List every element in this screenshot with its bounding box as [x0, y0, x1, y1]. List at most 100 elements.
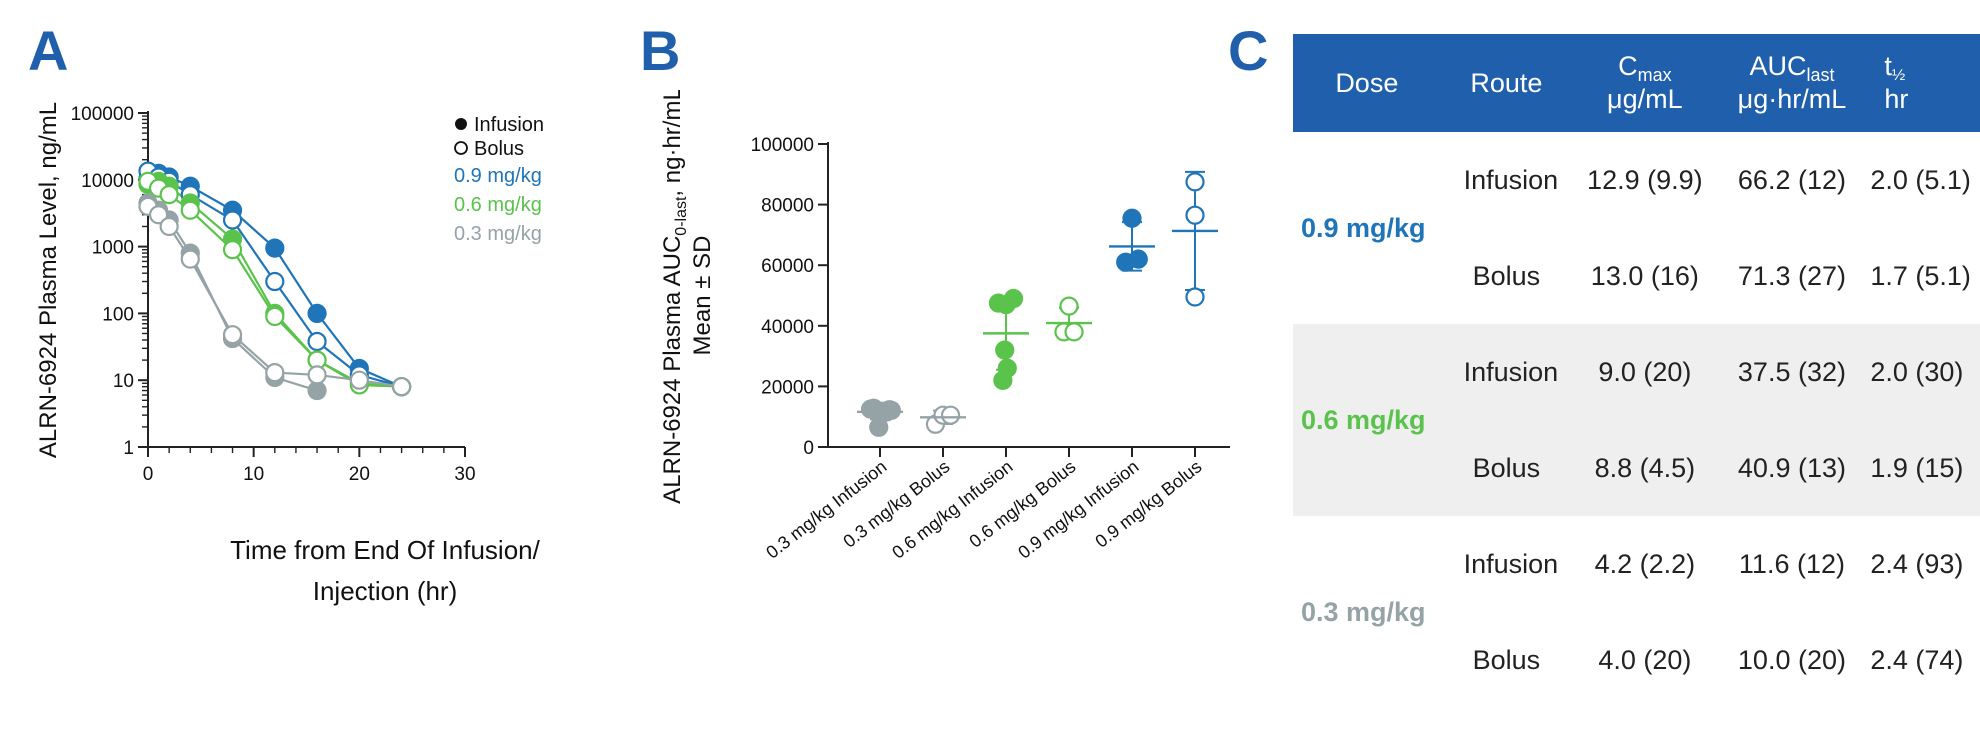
- route-cell: Infusion: [1463, 164, 1559, 195]
- data-point-0.9-infusion: [307, 303, 327, 323]
- legend-infusion: Infusion: [474, 114, 544, 136]
- data-point: [1059, 296, 1079, 316]
- pk-parameters-table: Dose Route Cmax μg/mL AUClast μg·hr/mL t…: [1293, 34, 1980, 708]
- y-axis-label-unit: , ng·hr/mL: [659, 90, 686, 197]
- data-point: [881, 400, 901, 420]
- pk-concentration-chart: 1 10 100 1000 10000 100000 0 10 20 30 ALRN-6924 Pl…: [35, 102, 544, 606]
- dose-cell-0.9: 0.9 mg/kg: [1301, 212, 1426, 243]
- thalf-cell: 1.9 (15): [1866, 420, 1980, 516]
- header-cmax-main: C: [1618, 51, 1638, 82]
- route-cell: Bolus: [1440, 420, 1573, 516]
- legend-bolus: Bolus: [474, 138, 524, 160]
- auc-cell: 71.3 (27): [1737, 260, 1846, 291]
- data-point: [1185, 205, 1205, 225]
- pk-parameters-table-panel: Dose Route Cmax μg/mL AUClast μg·hr/mL t…: [1293, 34, 1980, 730]
- table-row: Bolus 8.8 (4.5) 40.9 (13) 1.9 (15): [1293, 420, 1980, 516]
- data-point-0.9-bolus: [265, 271, 285, 292]
- data-point: [940, 405, 961, 425]
- table-header-row: Dose Route Cmax μg/mL AUClast μg·hr/mL t…: [1293, 34, 1980, 132]
- data-point: [1122, 208, 1142, 228]
- header-cmax: Cmax μg/mL: [1572, 34, 1718, 132]
- data-point-0.3-bolus: [159, 216, 179, 237]
- data-point: [1185, 287, 1205, 307]
- data-point-0.3-bolus: [307, 365, 327, 385]
- data-point-0.3-bolus: [222, 325, 243, 345]
- header-cmax-unit: μg/mL: [1607, 84, 1683, 115]
- data-point-0.9-bolus: [307, 331, 327, 352]
- cmax-cell: 13.0 (16): [1590, 260, 1699, 291]
- data-point: [1064, 322, 1084, 342]
- data-point: [869, 417, 889, 437]
- auc-scatter-chart: 0 20000 40000 60000 80000 100000 ALRN-6924 Pla…: [659, 90, 1230, 563]
- route-cell: Bolus: [1472, 260, 1541, 291]
- panel-letter-b: B: [640, 19, 681, 82]
- y-axis-label: ALRN-6924 Plasma Level, ng/mL: [35, 102, 62, 458]
- header-dose: Dose: [1293, 34, 1441, 132]
- thalf-cell: 2.4 (93): [1870, 548, 1964, 579]
- data-point-0.6-bolus: [265, 306, 285, 327]
- data-point-0.3-bolus: [180, 249, 200, 269]
- y-axis-label-main: ALRN-6924 Plasma AUC: [659, 236, 686, 504]
- header-cmax-sub: max: [1637, 65, 1672, 86]
- data-point-0.3-bolus: [349, 370, 369, 390]
- data-point-0.3-infusion: [307, 380, 327, 401]
- route-cell: Infusion: [1463, 548, 1559, 579]
- thalf-cell: 2.4 (74): [1870, 644, 1964, 675]
- dose-cell-0.3: 0.3 mg/kg: [1301, 596, 1426, 627]
- x-category-label: 0.3 mg/kg Infusion: [762, 456, 890, 562]
- y-tick-label: 80000: [761, 196, 814, 217]
- table-row: 0.9 mg/kg Infusion 12.9 (9.9) 66.2 (12) …: [1293, 132, 1980, 243]
- data-point-0.6-bolus: [222, 240, 243, 260]
- data-point-0.3-bolus: [148, 205, 169, 225]
- x-category-label: 0.9 mg/kg Bolus: [1091, 456, 1205, 551]
- auc-cell: 37.5 (32): [1717, 324, 1867, 420]
- y-tick-label: 100: [102, 304, 134, 325]
- dose-cell-0.6: 0.6 mg/kg: [1293, 324, 1441, 516]
- data-point: [995, 340, 1015, 360]
- data-point-0.9-bolus: [222, 210, 243, 230]
- y-tick-label: 10000: [81, 171, 134, 192]
- x-axis-label-line1: Time from End Of Infusion/: [230, 535, 540, 565]
- y-tick-label: 1000: [92, 238, 134, 259]
- y-tick-label: 60000: [761, 256, 814, 277]
- auc-cell: 66.2 (12): [1737, 164, 1846, 195]
- x-tick-label: 0: [143, 464, 154, 485]
- series-line-0.3-bolus: [147, 205, 402, 388]
- y-tick-label: 100000: [751, 135, 814, 156]
- y-tick-label: 10: [113, 371, 134, 392]
- data-point-0.6-bolus: [180, 200, 200, 220]
- header-auc-unit: μg·hr/mL: [1737, 84, 1847, 115]
- x-tick-label: 10: [243, 464, 264, 485]
- table-row: Bolus 4.0 (20) 10.0 (20) 2.4 (74): [1293, 612, 1980, 708]
- x-tick-label: 30: [454, 464, 475, 485]
- x-tick-label: 20: [349, 464, 370, 485]
- x-axis-label-line2: Injection (hr): [313, 576, 458, 606]
- panel-letter-a: A: [28, 19, 69, 82]
- thalf-cell: 1.7 (5.1): [1870, 260, 1971, 291]
- data-point-0.9-infusion: [265, 238, 285, 258]
- y-tick-label: 100000: [71, 104, 134, 125]
- thalf-cell: 2.0 (5.1): [1870, 164, 1971, 195]
- data-point-0.3-bolus: [392, 377, 412, 397]
- header-auc: AUClast μg·hr/mL: [1717, 34, 1867, 132]
- legend-open-marker: [454, 141, 468, 155]
- legend-dose-03: 0.3 mg/kg: [454, 223, 542, 245]
- header-thalf-main: t: [1884, 51, 1892, 82]
- data-point: [1185, 172, 1205, 192]
- route-cell: Bolus: [1472, 644, 1541, 675]
- legend-dose-06: 0.6 mg/kg: [454, 194, 542, 216]
- cmax-cell: 8.8 (4.5): [1572, 420, 1718, 516]
- cmax-cell: 9.0 (20): [1572, 324, 1718, 420]
- data-point-0.6-bolus: [159, 185, 179, 205]
- table-row: 0.6 mg/kg Infusion 9.0 (20) 37.5 (32) 2.…: [1293, 324, 1980, 516]
- panel-letter-c: C: [1228, 19, 1269, 82]
- y-tick-label: 40000: [761, 317, 814, 338]
- header-thalf-unit: hr: [1884, 84, 1909, 115]
- cmax-cell: 4.2 (2.2): [1594, 548, 1696, 579]
- header-thalf: t½ hr: [1866, 34, 1980, 132]
- header-auc-main: AUC: [1749, 51, 1807, 82]
- data-point: [993, 370, 1013, 390]
- x-category-label: 0.6 mg/kg Bolus: [965, 456, 1079, 551]
- legend-filled-marker: [455, 118, 467, 130]
- table-row: Bolus 13.0 (16) 71.3 (27) 1.7 (5.1): [1293, 228, 1980, 324]
